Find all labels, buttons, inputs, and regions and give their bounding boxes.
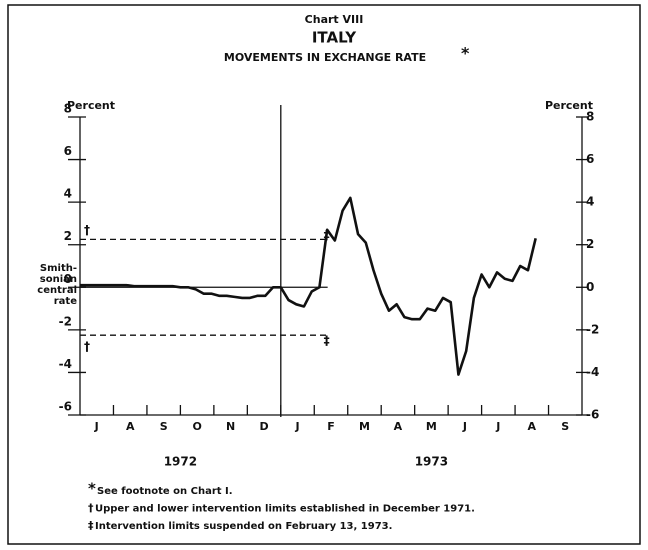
central-rate-label: Smith- (40, 263, 77, 274)
y-tick-label: 0 (64, 272, 72, 286)
note-text: Intervention limits suspended on Februar… (95, 521, 392, 532)
year-label: 1972 (164, 455, 197, 469)
y-tick-label: -2 (59, 314, 72, 328)
x-tick-label: O (192, 420, 201, 433)
note-text: Upper and lower intervention limits esta… (95, 504, 475, 515)
y2-tick-label: 2 (586, 237, 594, 251)
x-tick-label: N (226, 420, 235, 433)
y-tick-label: 4 (64, 187, 72, 201)
note-text: See footnote on Chart I. (97, 486, 233, 497)
chart-title: ITALY (312, 29, 357, 47)
x-tick-label: M (426, 420, 437, 433)
x-tick-label: J (94, 420, 99, 433)
x-tick-label: S (561, 420, 569, 433)
note-symbol: † (88, 502, 94, 515)
x-tick-label: M (359, 420, 370, 433)
y2-tick-label: -4 (586, 365, 599, 379)
x-tick-label: A (126, 420, 135, 433)
x-tick-label: S (160, 420, 168, 433)
y2-tick-label: -2 (586, 322, 599, 336)
central-rate-label: central (37, 285, 77, 296)
note-symbol: ‡ (88, 519, 94, 532)
note-symbol: * (88, 480, 96, 498)
y2-tick-label: 8 (586, 110, 594, 124)
y-tick-label: 6 (64, 144, 72, 158)
y2-tick-label: 0 (586, 280, 594, 294)
y-tick-label: 2 (64, 229, 72, 243)
y-tick-label: 8 (64, 102, 72, 116)
y-axis-label: Percent (67, 99, 115, 112)
chart-label: Chart VIII (305, 13, 364, 26)
central-rate-label: sonian (40, 274, 77, 285)
x-tick-label: F (327, 420, 335, 433)
x-tick-label: A (394, 420, 403, 433)
x-tick-label: D (259, 420, 268, 433)
limit-start-mark: † (84, 223, 90, 237)
year-label: 1973 (415, 455, 448, 469)
x-tick-label: J (495, 420, 500, 433)
limit-end-mark: ‡ (324, 334, 330, 348)
chart-subtitle: MOVEMENTS IN EXCHANGE RATE (224, 51, 426, 64)
y-tick-label: -6 (59, 400, 72, 414)
y2-tick-label: -6 (586, 408, 599, 422)
x-tick-label: J (462, 420, 467, 433)
subtitle-marker: * (461, 44, 470, 63)
limit-start-mark: † (84, 340, 90, 354)
rate-line (80, 196, 537, 376)
y2-axis-label: Percent (545, 99, 593, 112)
x-tick-label: A (528, 420, 537, 433)
y-tick-label: -4 (59, 357, 72, 371)
y2-tick-label: 6 (586, 152, 594, 166)
frame (7, 4, 641, 545)
y2-tick-label: 4 (586, 195, 594, 209)
central-rate-label: rate (54, 296, 77, 307)
x-tick-label: J (294, 420, 299, 433)
